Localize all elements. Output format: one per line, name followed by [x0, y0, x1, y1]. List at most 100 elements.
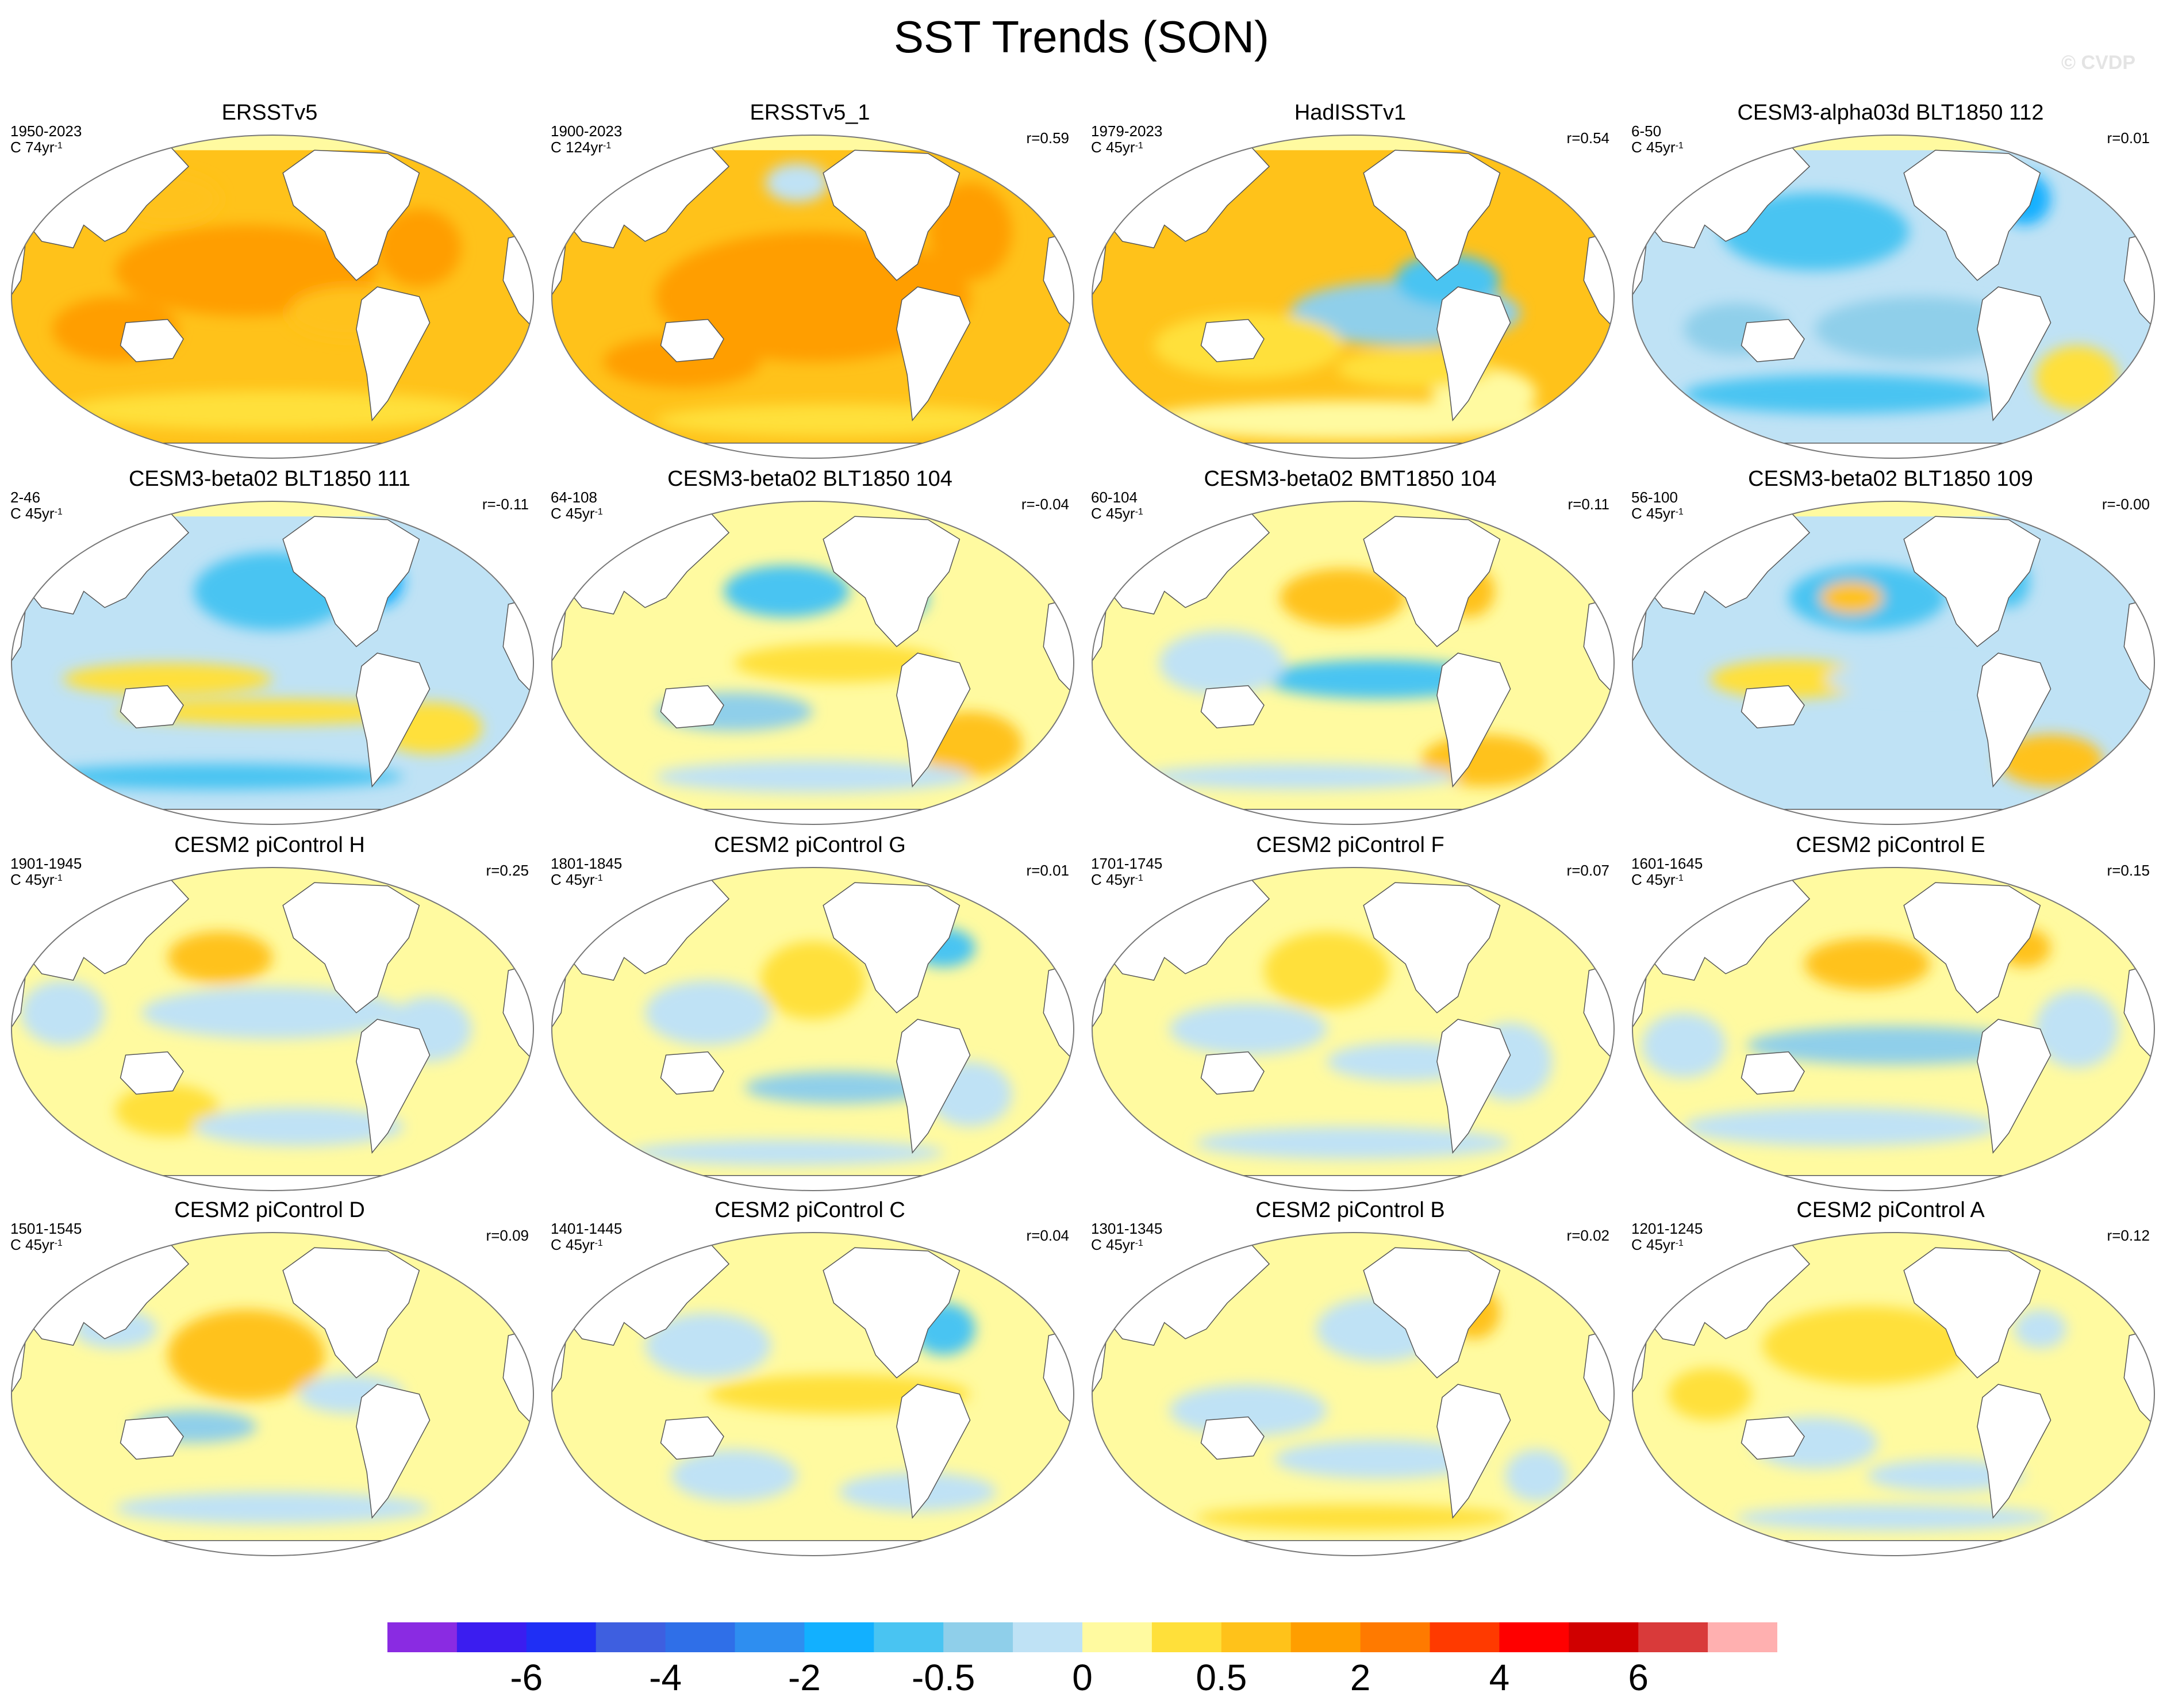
panel-trend-unit: C 45yr-1: [551, 871, 603, 888]
colorbar-tick-label: -6: [510, 1657, 543, 1698]
trend-anomaly-region: [63, 391, 482, 431]
arctic-region: [552, 1233, 1074, 1248]
colorbar-swatch: [665, 1622, 735, 1652]
land-mask: [1363, 882, 1501, 1014]
trend-anomaly-region: [194, 1107, 404, 1146]
map-outline: [1632, 135, 2155, 459]
panel-trend-unit: C 45yr-1: [1091, 139, 1143, 156]
trend-anomaly-region: [1746, 1026, 2041, 1065]
sst-trend-map: [1632, 501, 2155, 825]
sst-trend-map: [11, 867, 534, 1191]
land-mask: [36, 1540, 509, 1556]
trend-anomaly-region: [1159, 630, 1285, 696]
colorbar-tick-label: -2: [787, 1657, 821, 1698]
trend-anomaly-region: [2035, 990, 2119, 1068]
panel-title: CESM2 piControl B: [1255, 1198, 1445, 1222]
arctic-region: [11, 1233, 533, 1248]
arctic-region: [11, 868, 533, 883]
colorbar-tick-label: 0: [1072, 1657, 1093, 1698]
land-mask: [120, 318, 184, 362]
panel-years: 1301-1345: [1091, 1220, 1163, 1237]
land-mask: [356, 653, 431, 788]
map-outline: [11, 501, 534, 825]
trend-anomaly-region: [21, 980, 105, 1046]
arctic-region: [1632, 868, 2154, 883]
panel-title: ERSSTv5_1: [750, 101, 870, 125]
arctic-region: [552, 135, 1074, 151]
land-mask: [660, 1416, 724, 1460]
land-mask: [1977, 653, 2051, 788]
land-mask: [577, 808, 1049, 824]
panel-trend-unit: C 45yr-1: [10, 1236, 63, 1253]
land-mask: [1741, 318, 1805, 362]
trend-anomaly-region: [377, 209, 462, 287]
trend-anomaly-region: [1505, 1449, 1568, 1502]
land-mask: [896, 1019, 971, 1154]
colorbar-tick-label: 4: [1489, 1657, 1510, 1698]
trend-anomaly-region: [1736, 1504, 2051, 1531]
panel-pattern-correlation: r=0.25: [486, 862, 529, 879]
trend-anomaly-region: [1762, 1306, 1972, 1385]
land-mask: [36, 442, 509, 458]
map-outline: [1092, 867, 1615, 1191]
map-outline: [1632, 867, 2155, 1191]
panel-years: 6-50: [1631, 122, 1662, 140]
land-mask: [120, 1416, 184, 1460]
colorbar: [387, 1622, 1777, 1652]
panel-pattern-correlation: r=-0.11: [482, 496, 529, 513]
panel-years: 1601-1645: [1631, 855, 1703, 872]
trend-anomaly-region: [63, 663, 272, 696]
land-mask: [1117, 808, 1589, 824]
map-panel: CESM3-beta02 BMT1850 104 60-104 C 45yr-1 r=…: [1081, 467, 1620, 835]
trend-anomaly-region: [1867, 1459, 2024, 1492]
land-mask: [1903, 882, 2041, 1014]
trend-anomaly-region: [1280, 568, 1406, 627]
panel-pattern-correlation: r=0.09: [486, 1227, 529, 1244]
panel-trend-unit: C 45yr-1: [551, 505, 603, 522]
trend-anomaly-region: [141, 987, 404, 1039]
land-mask: [1363, 516, 1501, 647]
sst-trend-map: [1632, 867, 2155, 1191]
land-mask: [1657, 808, 2130, 824]
map-outline: [551, 501, 1074, 825]
map-outline: [11, 1232, 534, 1556]
panel-title: CESM3-beta02 BMT1850 104: [1204, 467, 1497, 491]
sst-trend-map: [11, 501, 534, 825]
panel-title: CESM2 piControl F: [1256, 833, 1444, 857]
panel-title: HadISSTv1: [1294, 101, 1407, 125]
trend-anomaly-region: [36, 763, 404, 790]
colorbar-swatch: [1360, 1622, 1430, 1652]
map-outline: [1092, 501, 1615, 825]
panel-title: CESM3-alpha03d BLT1850 112: [1737, 101, 2044, 125]
panel-years: 1979-2023: [1091, 122, 1163, 140]
land-mask: [1436, 286, 1511, 421]
land-mask: [823, 516, 961, 647]
trend-anomaly-region: [1143, 763, 1458, 790]
land-mask: [1200, 685, 1265, 728]
land-mask: [823, 882, 961, 1014]
trend-anomaly-region: [1815, 297, 2024, 362]
panel-title: CESM2 piControl C: [714, 1198, 905, 1222]
land-mask: [36, 1175, 509, 1191]
panel-pattern-correlation: r=0.01: [1026, 862, 1069, 879]
colorbar-swatch: [1430, 1622, 1500, 1652]
panel-trend-unit: C 45yr-1: [1631, 871, 1684, 888]
map-outline: [551, 867, 1074, 1191]
trend-anomaly-region: [1820, 581, 1883, 615]
colorbar-swatch: [1638, 1622, 1708, 1652]
trend-anomaly-region: [645, 980, 771, 1046]
panel-title: CESM2 piControl A: [1796, 1198, 1985, 1222]
panel-pattern-correlation: r=-0.00: [2101, 496, 2150, 513]
colorbar-swatch: [456, 1622, 527, 1652]
panel-title: CESM2 piControl G: [714, 833, 906, 857]
trend-anomaly-region: [760, 941, 866, 1020]
land-mask: [1741, 1416, 1805, 1460]
land-mask: [1657, 1175, 2130, 1191]
map-outline: [1092, 1232, 1615, 1556]
land-mask: [1117, 1175, 1589, 1191]
sst-trend-map: [1632, 1232, 2155, 1556]
arctic-region: [1632, 1233, 2154, 1248]
trend-anomaly-region: [734, 643, 944, 682]
arctic-region: [1632, 135, 2154, 151]
